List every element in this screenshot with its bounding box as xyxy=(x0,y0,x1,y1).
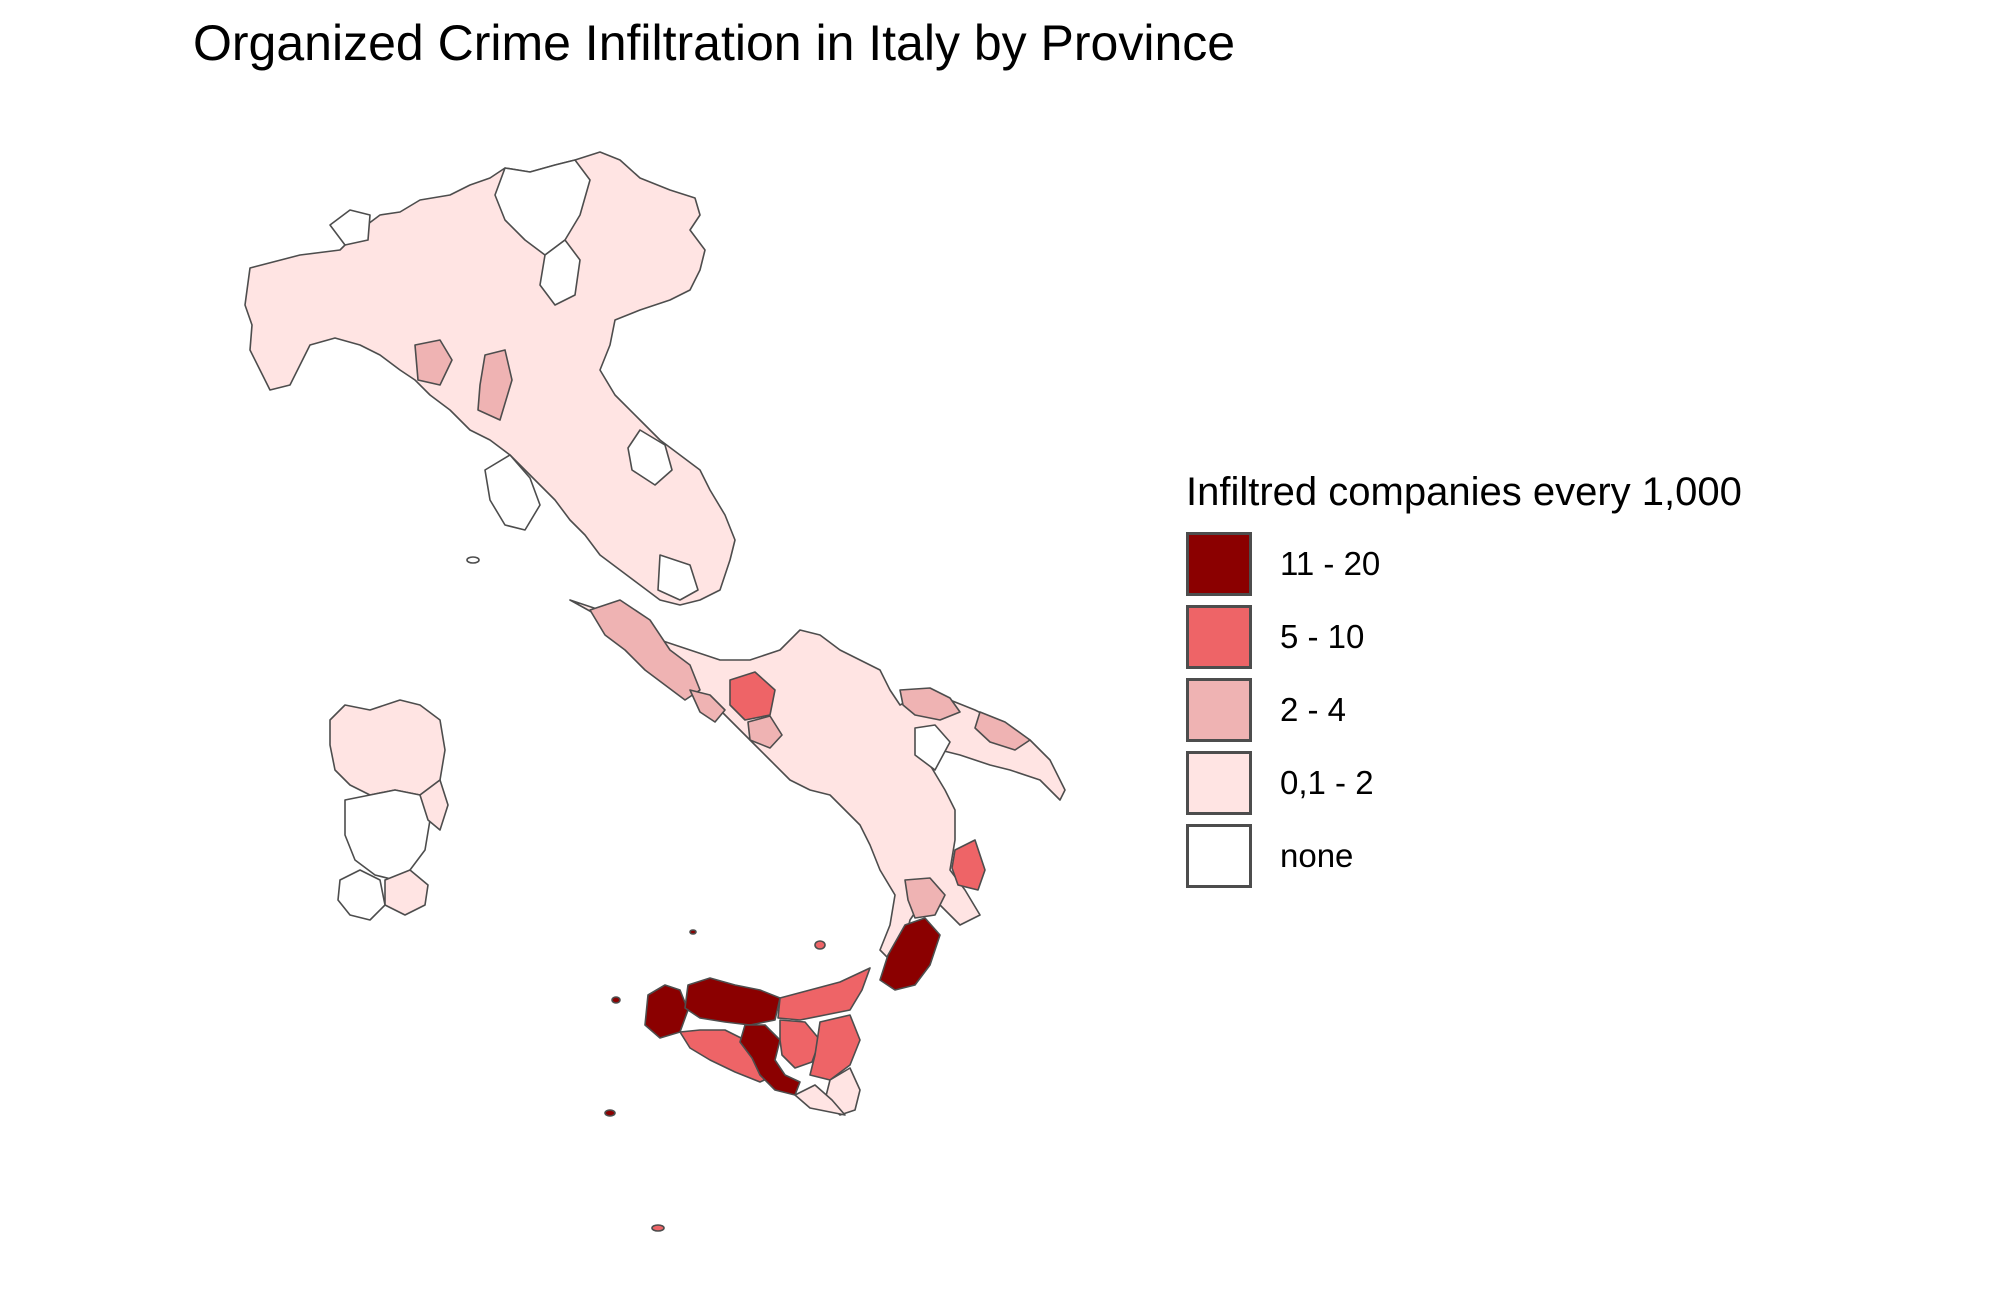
province-catania xyxy=(809,1014,861,1081)
province-vibo xyxy=(904,877,946,919)
legend-swatch xyxy=(1186,823,1252,888)
island-ustica xyxy=(689,929,697,935)
province-caltanissetta xyxy=(739,1024,801,1096)
province-sardinia-sw-none xyxy=(337,869,386,921)
legend-item: 2 - 4 xyxy=(1186,673,1742,746)
legend-label: 5 - 10 xyxy=(1280,617,1365,655)
province-aosta-none xyxy=(329,209,371,246)
province-trapani xyxy=(644,984,689,1039)
legend-item: 11 - 20 xyxy=(1186,527,1742,600)
province-abruzzo-none xyxy=(657,554,699,601)
legend-item: 0,1 - 2 xyxy=(1186,746,1742,819)
province-crotone xyxy=(951,839,986,891)
province-latina xyxy=(689,689,726,723)
island-aeolian xyxy=(814,940,826,950)
legend-items: 11 - 20 5 - 10 2 - 4 0,1 - 2 none xyxy=(1186,527,1742,892)
province-tuscany-none xyxy=(484,454,541,531)
island-elba xyxy=(466,556,480,564)
legend-label: 11 - 20 xyxy=(1280,544,1381,582)
province-palermo xyxy=(684,977,781,1026)
legend-title: Infiltred companies every 1,000 xyxy=(1186,470,1742,514)
province-umbria-none xyxy=(627,429,673,486)
province-trento-none xyxy=(539,239,581,306)
province-brindisi xyxy=(974,711,1031,751)
province-taranto-none xyxy=(914,724,951,771)
island-lampedusa xyxy=(651,1224,665,1232)
legend-swatch xyxy=(1186,677,1252,742)
province-sardinia-south xyxy=(384,869,429,916)
province-bari xyxy=(899,687,961,721)
province-caserta xyxy=(729,671,776,721)
island-pantelleria xyxy=(604,1109,616,1117)
province-pavia xyxy=(414,339,453,386)
province-sardinia-east xyxy=(419,779,449,831)
legend-label: 0,1 - 2 xyxy=(1280,763,1374,801)
map-legend: Infiltred companies every 1,000 11 - 20 5… xyxy=(1186,470,1742,892)
province-napoli xyxy=(747,715,783,749)
province-sardinia-central-none xyxy=(344,789,431,881)
legend-item: 5 - 10 xyxy=(1186,600,1742,673)
island-egadi xyxy=(611,996,621,1004)
province-ragusa xyxy=(794,1084,846,1116)
legend-swatch xyxy=(1186,750,1252,815)
province-messina xyxy=(777,967,871,1021)
province-sardinia-north xyxy=(329,699,446,796)
map-title: Organized Crime Infiltration in Italy by… xyxy=(193,15,1236,71)
legend-swatch xyxy=(1186,531,1252,596)
legend-item: none xyxy=(1186,819,1742,892)
legend-label: none xyxy=(1280,836,1354,874)
province-reggio-calabria xyxy=(879,917,941,991)
province-lodi xyxy=(477,349,513,421)
province-enna xyxy=(779,1019,821,1069)
province-alps-none xyxy=(494,159,591,256)
legend-label: 2 - 4 xyxy=(1280,690,1347,728)
legend-swatch xyxy=(1186,604,1252,669)
